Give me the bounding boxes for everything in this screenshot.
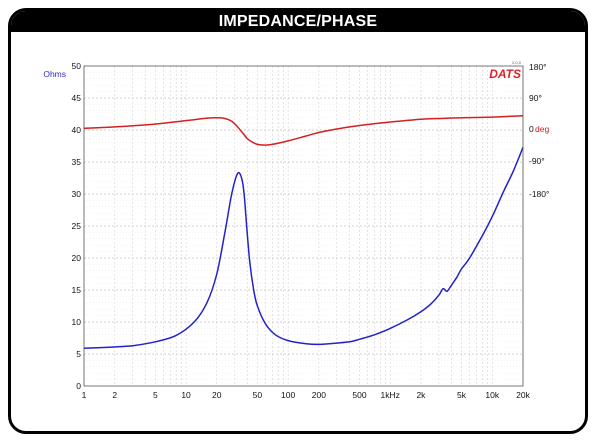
left-tick-label: 10 <box>72 317 82 327</box>
x-tick-label: 10k <box>485 390 499 400</box>
x-tick-label: 2k <box>416 390 426 400</box>
left-tick-label: 50 <box>72 61 82 71</box>
x-tick-label: 50 <box>253 390 263 400</box>
left-tick-label: 5 <box>76 349 81 359</box>
left-tick-label: 45 <box>72 93 82 103</box>
series-layer <box>83 114 524 349</box>
left-tick-label: 35 <box>72 157 82 167</box>
x-tick-label: 100 <box>281 390 295 400</box>
left-axis-unit: Ohms <box>43 69 66 79</box>
chart-title: IMPEDANCE/PHASE <box>11 11 585 32</box>
left-tick-label: 25 <box>72 221 82 231</box>
right-tick-label: -180° <box>529 189 549 199</box>
right-tick-label: -90° <box>529 156 545 166</box>
right-axis-unit: deg <box>535 124 549 134</box>
brand-version: 2.0.0 <box>512 60 522 65</box>
left-tick-label: 0 <box>76 381 81 391</box>
right-tick-label: 0 <box>529 124 534 134</box>
grid-major <box>84 97 523 355</box>
x-tick-label: 500 <box>352 390 366 400</box>
x-tick-label: 2 <box>112 390 117 400</box>
x-tick-label: 5k <box>457 390 467 400</box>
x-tick-label: 1 <box>82 390 87 400</box>
impedance-curve <box>83 147 524 349</box>
left-tick-label: 40 <box>72 125 82 135</box>
right-tick-label: 180° <box>529 62 547 72</box>
right-tick-label: 90° <box>529 93 542 103</box>
left-tick-label: 30 <box>72 189 82 199</box>
right-tick-labels: 180° 90° 0 -90° -180° <box>529 62 549 199</box>
left-tick-label: 20 <box>72 253 82 263</box>
x-tick-label: 200 <box>312 390 326 400</box>
brand-logo: DATS <box>489 67 521 81</box>
x-tick-label: 10 <box>181 390 191 400</box>
x-tick-label: 20k <box>516 390 530 400</box>
x-tick-label: 5 <box>153 390 158 400</box>
left-tick-labels: 0 5 10 15 20 25 30 35 40 45 50 <box>72 61 82 391</box>
phase-curve <box>83 114 524 146</box>
left-tick-label: 15 <box>72 285 82 295</box>
plot-border <box>83 65 524 387</box>
x-tick-labels: 1 2 5 10 20 50 100 200 500 1kHz 2k 5k 10k 20k <box>82 390 531 400</box>
x-tick-label: 1kHz <box>381 390 400 400</box>
x-tick-label: 20 <box>212 390 222 400</box>
